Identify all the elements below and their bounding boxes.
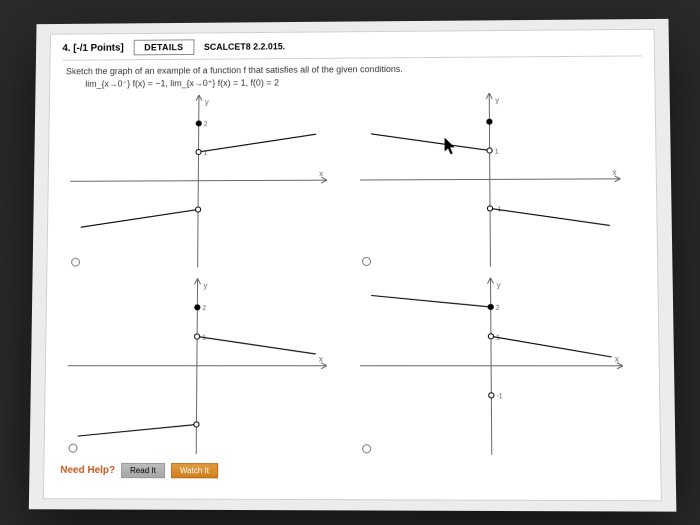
textbook-reference: SCALCET8 2.2.015. [204, 41, 285, 51]
radio-c[interactable] [68, 443, 77, 452]
plot-option-d[interactable]: yx12-1 [360, 277, 638, 460]
radio-d[interactable] [362, 444, 371, 453]
question-header: 4. [-/1 Points] DETAILS SCALCET8 2.2.015… [62, 35, 642, 55]
svg-text:2: 2 [496, 304, 500, 311]
question-prompt: Sketch the graph of an example of a func… [66, 62, 642, 76]
question-number: 4. [-/1 Points] [62, 42, 123, 53]
svg-text:x: x [319, 169, 323, 178]
radio-a[interactable] [71, 257, 80, 266]
svg-text:y: y [203, 281, 207, 290]
radio-b[interactable] [362, 256, 371, 265]
math-conditions: lim_{x→0⁻} f(x) = −1, lim_{x→0⁺} f(x) = … [85, 75, 642, 90]
plot-a-svg: yx12 [69, 94, 327, 268]
svg-text:y: y [495, 95, 499, 104]
read-it-button[interactable]: Read It [121, 462, 165, 477]
svg-text:y: y [497, 280, 501, 289]
svg-text:y: y [205, 97, 209, 106]
need-help-bar: Need Help? Read It Watch It [60, 462, 648, 479]
plot-b-svg: yx1-1 [360, 92, 622, 267]
svg-text:2: 2 [202, 305, 206, 312]
plot-option-c[interactable]: yx12 [66, 277, 340, 458]
svg-text:1: 1 [495, 148, 499, 155]
plot-option-a[interactable]: yx12 [69, 93, 340, 272]
plot-d-svg: yx12-1 [360, 277, 624, 455]
question-panel: 4. [-/1 Points] DETAILS SCALCET8 2.2.015… [43, 28, 662, 500]
watch-it-button[interactable]: Watch It [171, 463, 218, 478]
svg-text:x: x [612, 167, 616, 176]
need-help-label: Need Help? [60, 464, 115, 475]
svg-text:x: x [319, 354, 323, 363]
plot-grid: yx12 yx1-1 yx12 yx12-1 [56, 87, 647, 459]
monitor-screen: 4. [-/1 Points] DETAILS SCALCET8 2.2.015… [29, 18, 677, 511]
details-button[interactable]: DETAILS [133, 39, 194, 55]
plot-option-b[interactable]: yx1-1 [360, 91, 635, 271]
svg-text:x: x [615, 354, 619, 363]
divider [62, 55, 642, 60]
svg-text:-1: -1 [496, 393, 502, 400]
plot-c-svg: yx12 [66, 278, 327, 454]
svg-text:2: 2 [204, 121, 208, 128]
